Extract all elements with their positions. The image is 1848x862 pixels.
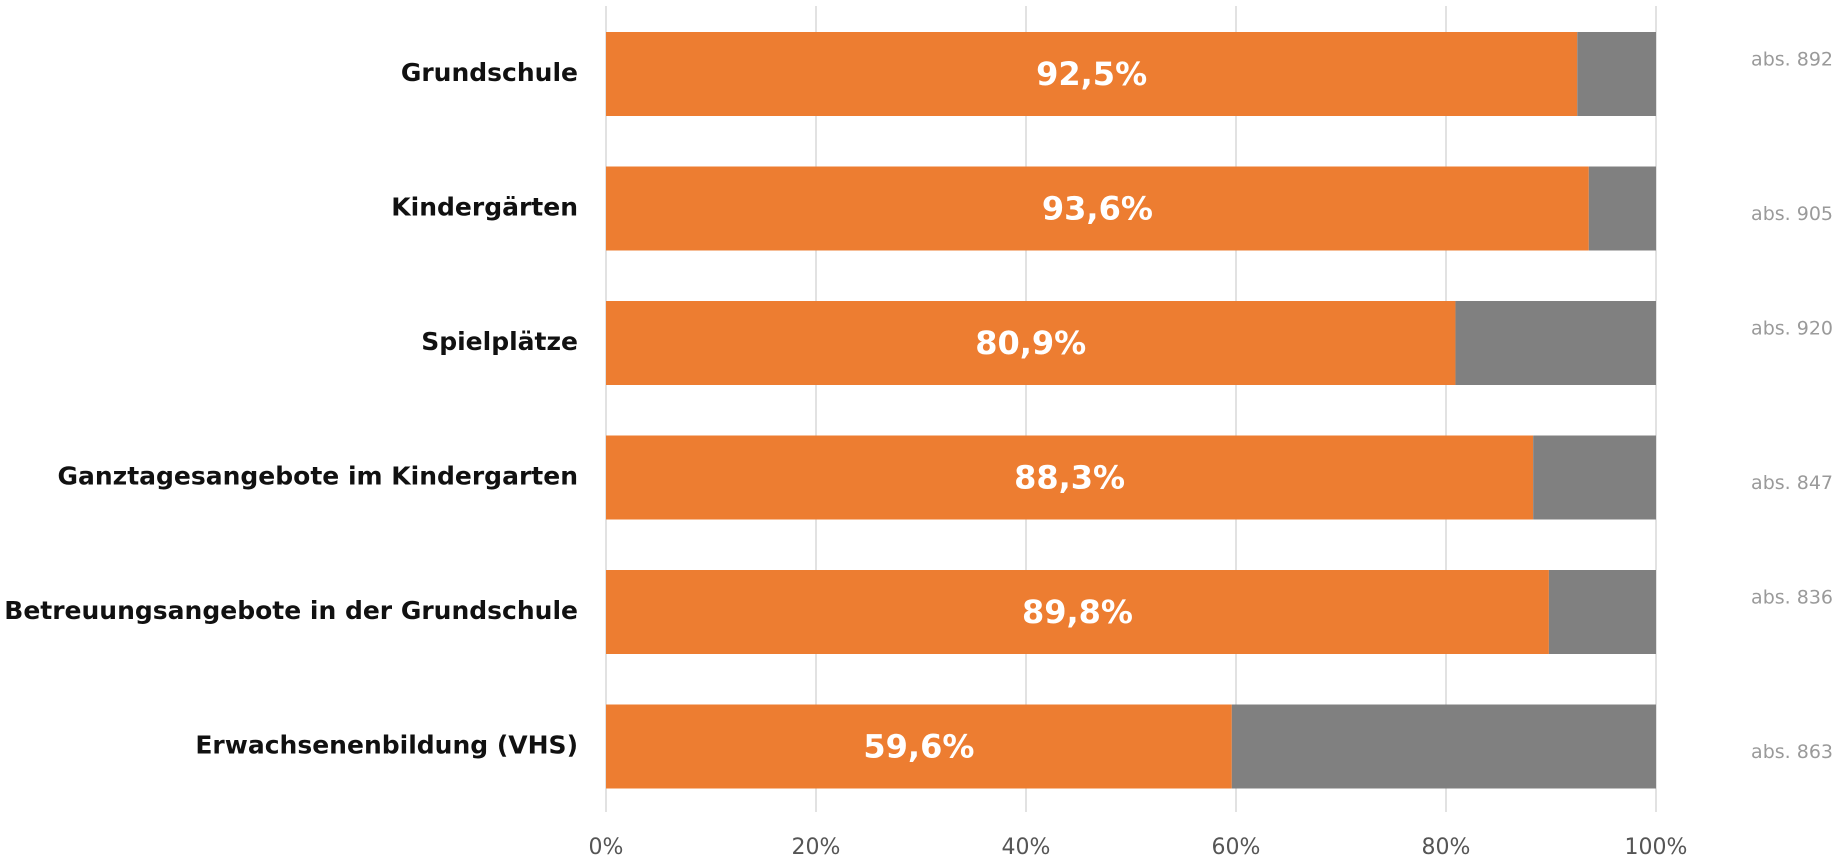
category-label: Ganztagesangebote im Kindergarten <box>57 462 578 491</box>
bar-segment <box>606 704 1232 789</box>
bar-segment <box>606 166 1589 251</box>
abs-label: abs. 836 <box>1751 587 1833 609</box>
bar-segment <box>1455 301 1656 385</box>
value-label: 88,3% <box>1014 459 1125 497</box>
value-label: 93,6% <box>1042 190 1153 228</box>
x-tick-label: 60% <box>1212 835 1261 860</box>
abs-label: abs. 892 <box>1751 49 1833 71</box>
category-label: Grundschule <box>401 58 578 87</box>
bar-segment <box>606 435 1534 520</box>
category-label: Erwachsenenbildung (VHS) <box>195 731 578 760</box>
abs-label: abs. 863 <box>1751 741 1833 763</box>
category-label: Kindergärten <box>391 193 578 222</box>
abs-label: abs. 847 <box>1751 472 1833 494</box>
bar-segment <box>1231 704 1656 789</box>
bar-segment <box>1533 435 1656 520</box>
x-tick-label: 40% <box>1002 835 1051 860</box>
category-label: Betreuungsangebote in der Grundschule <box>4 596 578 625</box>
value-label: 80,9% <box>975 324 1086 362</box>
bar-segment <box>1548 570 1656 654</box>
bar-segment <box>606 570 1549 654</box>
x-tick-label: 80% <box>1422 835 1471 860</box>
x-tick-label: 0% <box>589 835 624 860</box>
abs-label: abs. 905 <box>1751 203 1833 225</box>
value-label: 59,6% <box>863 728 974 766</box>
abs-label: abs. 920 <box>1751 318 1833 340</box>
x-tick-label: 20% <box>792 835 841 860</box>
bar-segment <box>1588 166 1656 251</box>
bar-segment <box>606 32 1578 116</box>
bar-segment <box>606 301 1456 385</box>
x-tick-label: 100% <box>1625 835 1688 860</box>
category-label: Spielplätze <box>421 327 578 356</box>
value-label: 89,8% <box>1022 593 1133 631</box>
bar-segment <box>1577 32 1656 116</box>
value-label: 92,5% <box>1036 55 1147 93</box>
